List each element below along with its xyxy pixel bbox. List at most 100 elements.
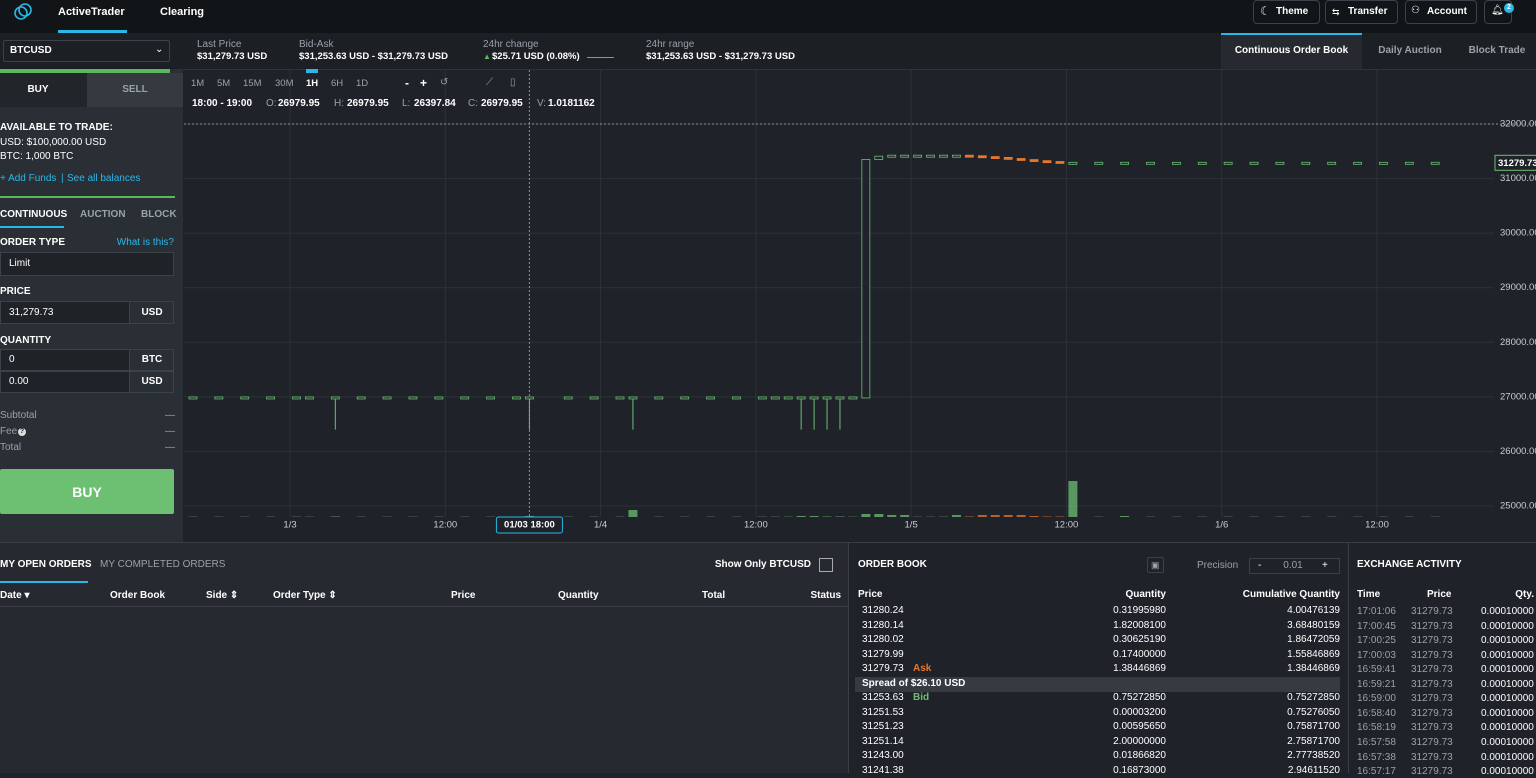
orders-tab[interactable]: MY COMPLETED ORDERS: [100, 559, 225, 571]
column-header[interactable]: Date ▾: [0, 590, 29, 602]
side-tab[interactable]: BUY: [0, 84, 76, 96]
market-tab[interactable]: Block Trade: [1458, 45, 1536, 57]
candle-body: [512, 397, 520, 399]
interval-button[interactable]: 1D: [356, 78, 368, 90]
stat-label: Last Price: [197, 39, 241, 51]
candle-body: [590, 397, 598, 399]
theme-label: Theme: [1276, 6, 1308, 18]
trade-price: 31279.73: [1411, 708, 1453, 720]
column-header: Quantity: [1125, 589, 1166, 601]
candle-body: [952, 155, 960, 157]
y-tick-label: 25000.00: [1500, 501, 1536, 512]
tool-icon[interactable]: ⟋: [486, 77, 493, 89]
price-chart: 32000.0031000.0030000.0029000.0028000.00…: [184, 70, 1536, 542]
column-header[interactable]: Order Book: [110, 590, 165, 602]
x-tick-label: 12:00: [433, 520, 457, 531]
trade-price: 31279.73: [1411, 679, 1453, 691]
cumulative: 3.68480159: [1287, 620, 1340, 632]
interval-button[interactable]: 5M: [217, 78, 230, 90]
price: 31279.73: [862, 663, 904, 675]
quantity: 0.31995980: [1113, 605, 1166, 617]
cumulative: 1.55846869: [1287, 649, 1340, 661]
column-header[interactable]: Side ⇕: [206, 590, 238, 602]
interval-button[interactable]: 30M: [275, 78, 293, 90]
x-tick-label: 1/6: [1215, 520, 1228, 531]
link[interactable]: What is this?: [117, 237, 174, 249]
quantity: 0.75272850: [1113, 692, 1166, 704]
zoom-button[interactable]: -: [405, 77, 409, 89]
column-header[interactable]: Price: [451, 590, 475, 602]
stat-value: $31,279.73 USD: [197, 51, 267, 63]
orders-tab[interactable]: MY OPEN ORDERS: [0, 559, 92, 571]
stat-label: 24hr range: [646, 39, 694, 51]
column-header[interactable]: Quantity: [558, 590, 599, 602]
trade-qty: 0.00010000: [1481, 752, 1534, 764]
x-tick-label: 1/5: [905, 520, 918, 531]
column-header[interactable]: Total: [702, 590, 725, 602]
info-icon[interactable]: ?: [18, 428, 26, 436]
checkbox[interactable]: [819, 558, 833, 572]
interval-button[interactable]: 6H: [331, 78, 343, 90]
trade-qty: 0.00010000: [1481, 635, 1534, 647]
summary-label: Subtotal: [0, 410, 37, 422]
link[interactable]: + Add Funds: [0, 173, 56, 185]
mode-tab[interactable]: AUCTION: [80, 209, 126, 221]
market-tab[interactable]: Daily Auction: [1362, 45, 1458, 57]
column-header[interactable]: Order Type ⇕: [273, 590, 337, 602]
candle-body: [1030, 160, 1038, 162]
mode-tab[interactable]: CONTINUOUS: [0, 209, 67, 221]
zoom-button[interactable]: +: [420, 77, 427, 89]
candle-body: [1147, 162, 1155, 164]
nav-link[interactable]: ActiveTrader: [58, 6, 125, 18]
column-header[interactable]: Status: [810, 590, 841, 602]
interval-button[interactable]: 15M: [243, 78, 261, 90]
mode-tab[interactable]: BLOCK: [141, 209, 177, 221]
candle-body: [629, 397, 637, 399]
candle-body: [1017, 158, 1025, 160]
logo[interactable]: [12, 3, 34, 21]
candle-body: [707, 397, 715, 399]
cumulative: 0.75272850: [1287, 692, 1340, 704]
side-tab[interactable]: SELL: [87, 84, 183, 96]
candle-body: [525, 397, 533, 399]
tool-icon[interactable]: ▯: [510, 77, 516, 89]
transfer-icon: ⇆: [1332, 6, 1340, 18]
link[interactable]: See all balances: [67, 173, 140, 185]
stat-label: 24hr change: [483, 39, 539, 51]
balance: BTC: 1,000 BTC: [0, 151, 73, 163]
price: 31243.00: [862, 750, 904, 762]
precision-button[interactable]: +: [1322, 560, 1328, 572]
input-value: 0.00: [9, 376, 28, 388]
tool-icon[interactable]: ↺: [440, 77, 448, 89]
interval-button[interactable]: 1H: [306, 78, 318, 90]
y-tick-label: 27000.00: [1500, 391, 1536, 402]
interval-button[interactable]: 1M: [191, 78, 204, 90]
volume-bar: [991, 515, 1000, 517]
buy-label[interactable]: BUY: [0, 484, 174, 500]
precision-button[interactable]: -: [1258, 560, 1261, 572]
trade-qty: 0.00010000: [1481, 693, 1534, 705]
moon-icon: ☾: [1260, 5, 1271, 17]
column-header: Cumulative Quantity: [1243, 589, 1340, 601]
user-icon: ⚇: [1411, 5, 1420, 17]
nav-link[interactable]: Clearing: [160, 6, 204, 18]
candle-body: [435, 397, 443, 399]
candle-body: [1405, 162, 1413, 164]
summary-value: —: [165, 442, 175, 454]
candle-body: [1224, 162, 1232, 164]
candle-body: [939, 155, 947, 157]
candle-body: [758, 397, 766, 399]
candle-body: [1095, 162, 1103, 164]
input-value: 0: [9, 354, 15, 366]
volume-bar: [628, 510, 637, 517]
balance: USD: $100,000.00 USD: [0, 137, 106, 149]
quantity: 2.00000000: [1113, 736, 1166, 748]
orders-panel: [0, 543, 848, 773]
trade-price: 31279.73: [1411, 621, 1453, 633]
quantity-input[interactable]: [0, 349, 130, 371]
market-tab[interactable]: Continuous Order Book: [1221, 45, 1362, 57]
candle-body: [1354, 162, 1362, 164]
spread: Spread of $26.10 USD: [862, 678, 965, 690]
candle-body: [616, 397, 624, 399]
